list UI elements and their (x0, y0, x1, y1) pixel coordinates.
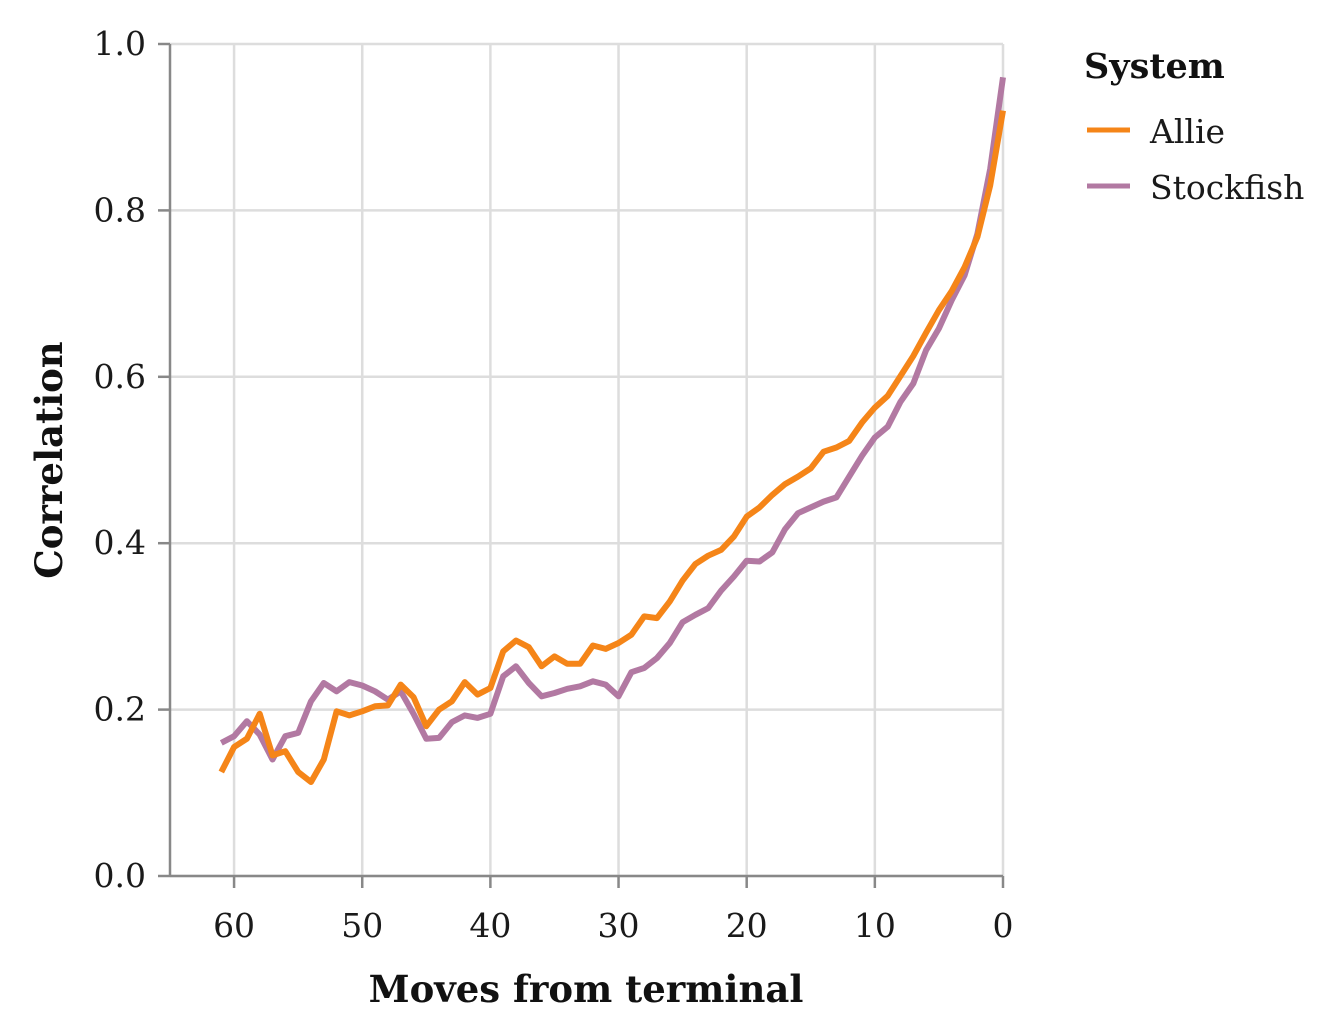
legend-label-stockfish: Stockfish (1150, 168, 1304, 207)
legend: System Allie Stockfish (1084, 46, 1304, 207)
x-tick-label: 30 (598, 906, 640, 945)
tick-labels: 60 50 40 30 20 10 0 0.0 0.2 0.4 0.6 0.8 1.0 (94, 24, 1014, 945)
y-tick-label: 0.2 (94, 690, 146, 729)
series-line-stockfish (219, 76, 1006, 763)
series-line-allie (218, 110, 1006, 785)
gridlines (170, 42, 1005, 878)
x-tick-label: 40 (469, 906, 511, 945)
y-tick-label: 0.0 (94, 856, 146, 895)
legend-label-allie: Allie (1149, 112, 1225, 151)
y-tick-label: 0.8 (94, 190, 146, 229)
series-lines (218, 76, 1006, 785)
axes (158, 42, 1005, 888)
legend-title: System (1084, 46, 1225, 87)
y-tick-label: 0.6 (94, 357, 146, 396)
y-tick-label: 1.0 (94, 24, 146, 63)
x-tick-label: 60 (213, 906, 255, 945)
x-tick-label: 0 (993, 906, 1014, 945)
x-tick-label: 20 (726, 906, 768, 945)
x-tick-label: 50 (341, 906, 383, 945)
y-axis-title: Correlation (27, 341, 71, 579)
x-tick-label: 10 (854, 906, 896, 945)
y-tick-label: 0.4 (94, 523, 146, 562)
x-axis-title: Moves from terminal (369, 967, 804, 1011)
